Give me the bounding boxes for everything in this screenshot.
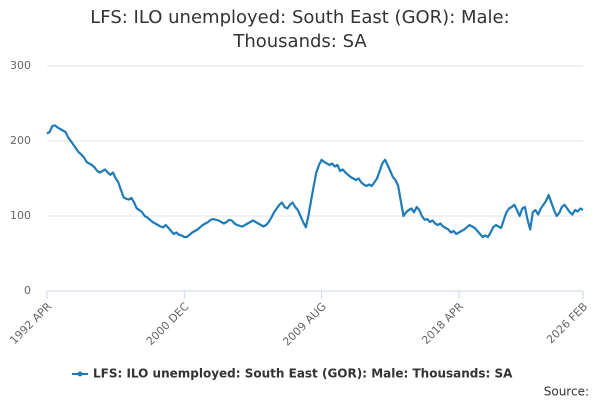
y-tick-label: 100 (10, 209, 31, 222)
x-tick-label: 2009 AUG (280, 300, 329, 349)
legend-marker (77, 371, 83, 377)
x-tick-label: 1992 APR (7, 300, 54, 347)
legend-label: LFS: ILO unemployed: South East (GOR): M… (93, 367, 513, 381)
series-line (46, 124, 584, 239)
source: Source: (544, 385, 589, 399)
x-tick-label: 2000 DEC (144, 300, 192, 348)
y-tick-label: 200 (10, 134, 31, 147)
chart-title: LFS: ILO unemployed: South East (GOR): M… (90, 7, 510, 52)
y-tick-label: 0 (24, 284, 31, 297)
x-tick-label: 2026 FEB (544, 300, 590, 346)
y-tick-label: 300 (10, 59, 31, 72)
x-tick-label: 2018 APR (419, 300, 466, 347)
